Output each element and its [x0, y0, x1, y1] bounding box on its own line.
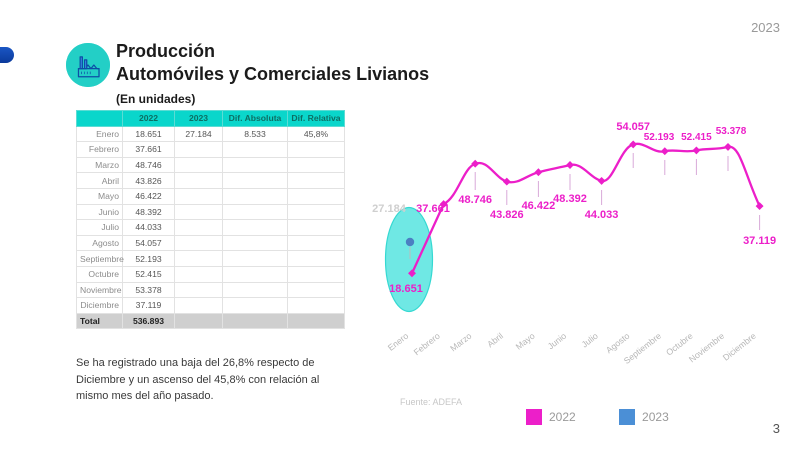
- svg-text:52.193: 52.193: [644, 132, 675, 143]
- svg-text:37.119: 37.119: [743, 235, 776, 247]
- svg-text:Julio: Julio: [580, 331, 600, 350]
- svg-text:48.392: 48.392: [553, 193, 587, 205]
- svg-text:43.826: 43.826: [490, 209, 524, 221]
- svg-text:Febrero: Febrero: [412, 331, 442, 358]
- svg-text:Noviembre: Noviembre: [687, 331, 726, 365]
- svg-text:27.184: 27.184: [372, 203, 407, 215]
- svg-text:52.415: 52.415: [681, 132, 712, 143]
- svg-text:Enero: Enero: [386, 331, 411, 353]
- svg-text:Agosto: Agosto: [604, 331, 632, 356]
- svg-text:Abril: Abril: [485, 331, 505, 350]
- svg-text:46.422: 46.422: [522, 200, 556, 212]
- svg-text:48.746: 48.746: [458, 194, 492, 206]
- svg-text:Junio: Junio: [546, 331, 569, 352]
- svg-text:18.651: 18.651: [389, 283, 423, 295]
- svg-text:53.378: 53.378: [716, 126, 747, 137]
- svg-text:44.033: 44.033: [585, 209, 619, 221]
- svg-text:Diciembre: Diciembre: [721, 331, 758, 363]
- svg-text:Mayo: Mayo: [514, 331, 537, 352]
- svg-text:37.661: 37.661: [416, 203, 450, 215]
- svg-text:Marzo: Marzo: [448, 331, 473, 354]
